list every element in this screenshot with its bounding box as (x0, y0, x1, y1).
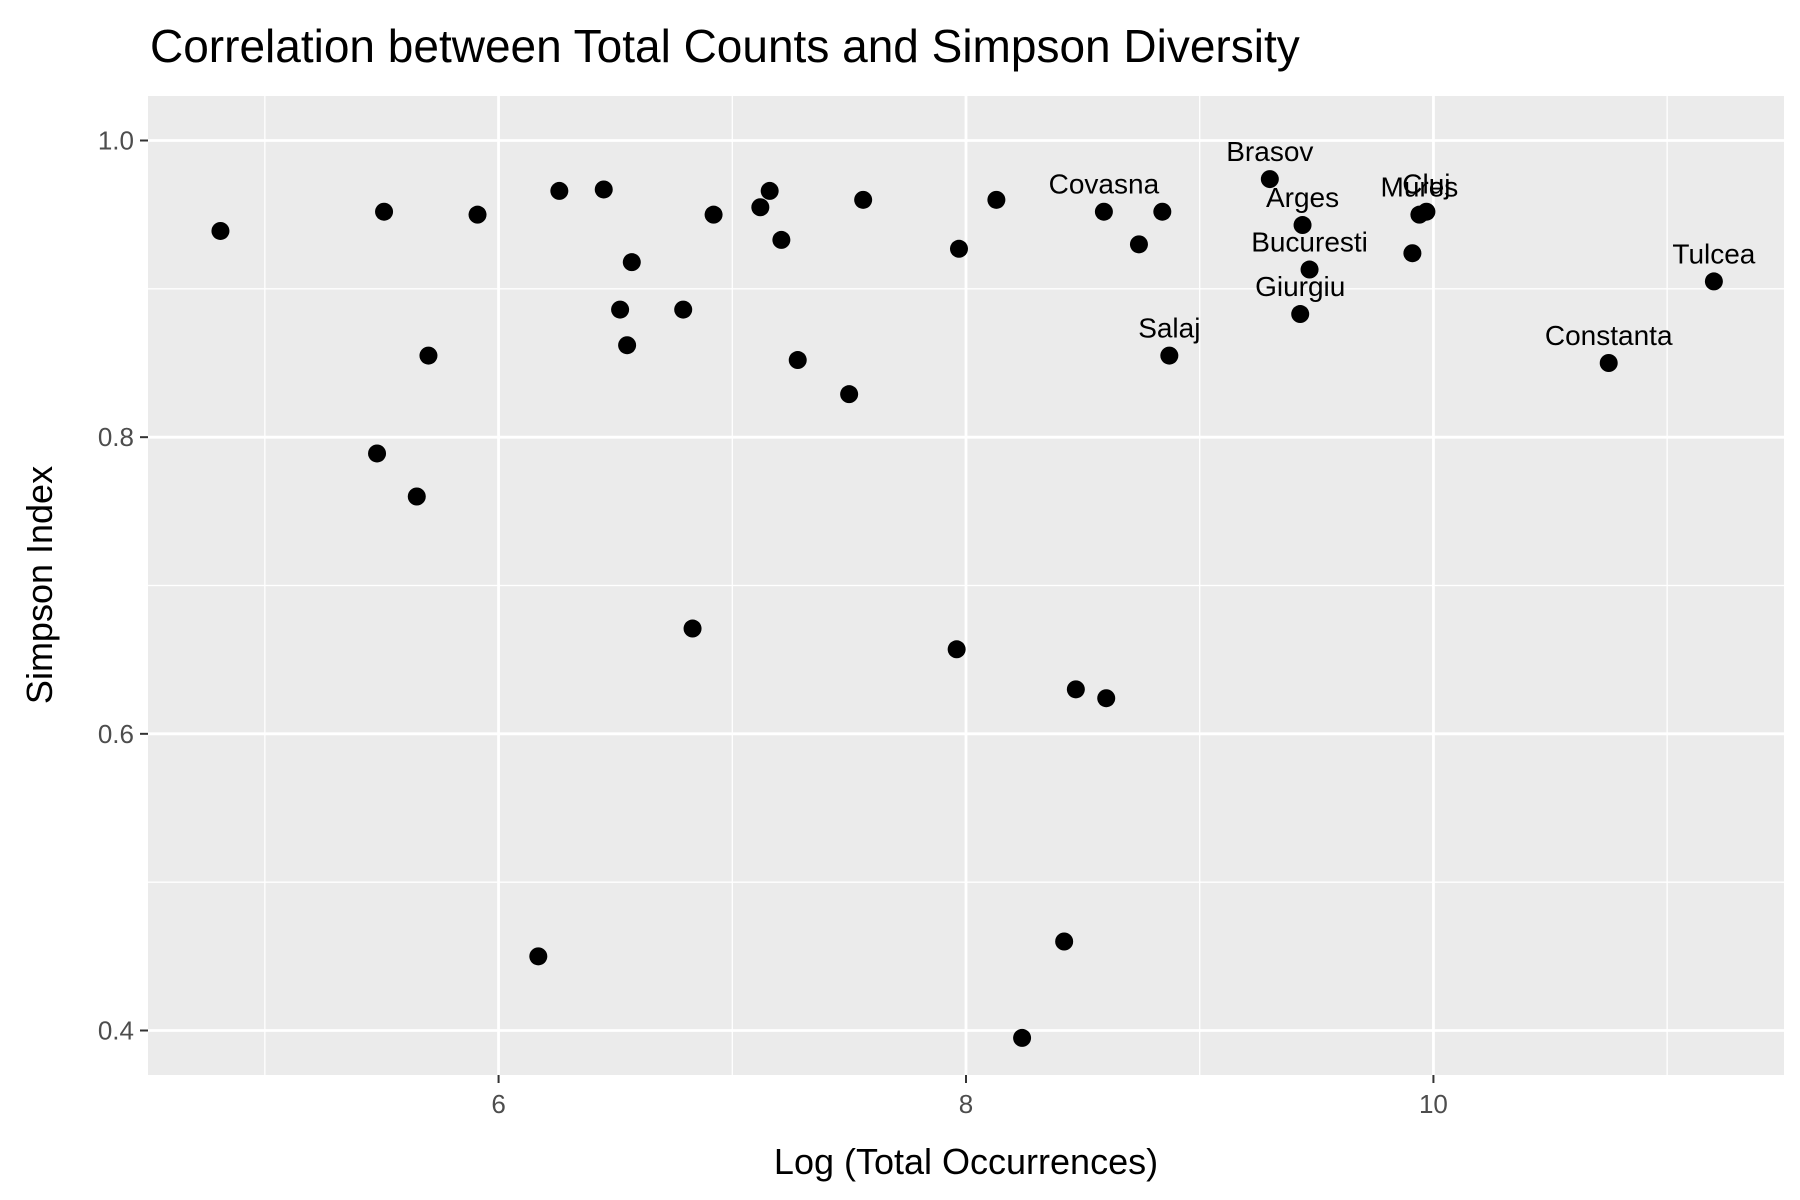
data-point (529, 947, 548, 966)
data-point (1260, 170, 1279, 189)
axis-ticks (140, 139, 1435, 1083)
data-point (751, 198, 770, 217)
data-point (611, 300, 630, 319)
data-point (1129, 235, 1148, 254)
data-point (947, 640, 966, 659)
point-label: Constanta (1545, 320, 1673, 351)
data-point (704, 205, 723, 224)
data-point (375, 202, 394, 221)
data-point (1293, 216, 1312, 235)
point-labels: Covasna Salaj Brasov Giurgiu Arges Bucuresti C… (1049, 136, 1756, 351)
data-point (368, 444, 387, 463)
data-point (1094, 202, 1113, 221)
y-axis-title: Simpson Index (19, 466, 60, 704)
data-point (419, 346, 438, 365)
data-point (1291, 305, 1310, 324)
point-label: Giurgiu (1255, 271, 1345, 302)
chart-title: Correlation between Total Counts and Sim… (150, 20, 1300, 72)
data-point (1410, 205, 1429, 224)
data-point (1599, 354, 1618, 372)
data-point (788, 351, 807, 370)
data-point (683, 619, 702, 638)
data-point (1403, 244, 1422, 263)
y-tick-label: 0.8 (98, 422, 134, 452)
data-point (1160, 346, 1179, 365)
data-point (1300, 260, 1319, 279)
data-point (594, 180, 613, 199)
point-label: Arges (1266, 182, 1339, 213)
data-point (772, 230, 791, 249)
data-point (1153, 202, 1172, 221)
data-point (674, 300, 693, 319)
data-point (1097, 689, 1116, 708)
point-label: Cluj (1402, 169, 1450, 200)
data-point (854, 190, 873, 209)
data-point (550, 181, 569, 200)
x-tick-label: 10 (1419, 1089, 1448, 1119)
data-point (468, 205, 487, 224)
point-label: Tulcea (1672, 238, 1755, 269)
x-tick-labels: 6 8 10 (491, 1089, 1448, 1119)
data-point (618, 336, 637, 355)
data-point (760, 181, 779, 200)
data-point (840, 385, 859, 404)
grid-major (148, 96, 1784, 1075)
data-point (1704, 272, 1723, 291)
point-label: Brasov (1226, 136, 1313, 167)
y-tick-label: 0.6 (98, 719, 134, 749)
point-label: Covasna (1049, 169, 1160, 200)
data-point (949, 239, 968, 258)
data-point (987, 190, 1006, 209)
data-point (1066, 680, 1085, 699)
x-axis-title: Log (Total Occurrences) (774, 1141, 1158, 1182)
data-point (1055, 932, 1074, 951)
data-point (407, 487, 426, 506)
data-point (622, 253, 641, 272)
point-label: Mures (1381, 172, 1459, 203)
x-tick-label: 6 (491, 1089, 505, 1119)
y-tick-labels: 0.4 0.6 0.8 1.0 (98, 126, 134, 1046)
data-point (211, 221, 230, 240)
y-tick-label: 1.0 (98, 126, 134, 156)
y-tick-label: 0.4 (98, 1016, 134, 1046)
x-tick-label: 8 (959, 1089, 973, 1119)
data-point (1013, 1028, 1032, 1047)
point-label: Bucuresti (1251, 227, 1368, 258)
point-label: Salaj (1138, 313, 1200, 344)
data-points (211, 170, 1723, 1047)
